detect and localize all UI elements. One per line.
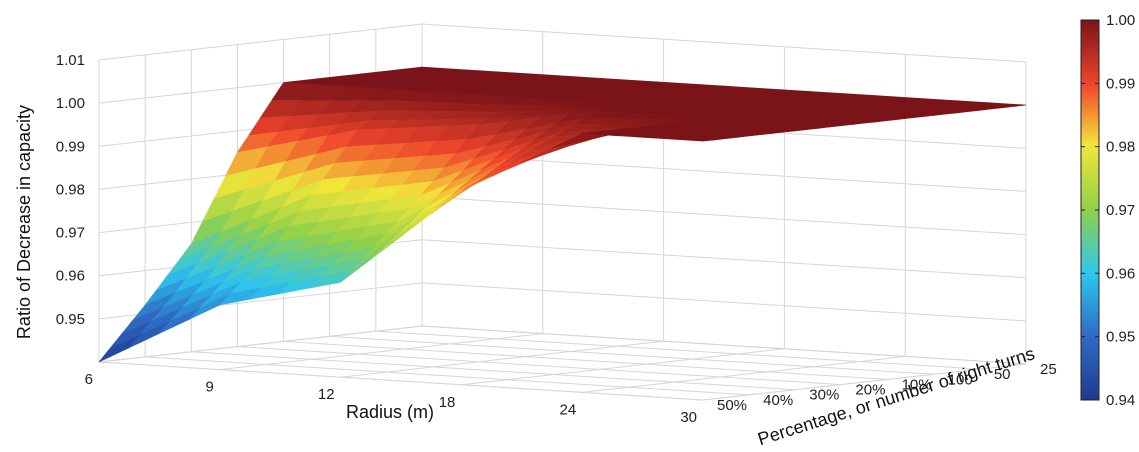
colorbar-tick-label: 0.99 xyxy=(1106,75,1135,92)
colorbar: 0.94 0.95 0.96 0.97 0.98 0.99 1.00 xyxy=(1080,12,1135,409)
surface-patch xyxy=(799,123,842,128)
z-axis-label: Ratio of Decrease in capacity xyxy=(14,105,34,339)
x-tick-label: 18 xyxy=(439,394,456,411)
z-tick-label: 1.00 xyxy=(56,95,85,112)
z-tick-label: 0.96 xyxy=(56,268,85,285)
z-tick-label: 0.99 xyxy=(56,138,85,155)
y-tick-label: 50% xyxy=(717,397,747,414)
z-tick-label: 1.01 xyxy=(56,52,85,69)
x-tick-label: 12 xyxy=(318,386,335,403)
surface-patch xyxy=(984,102,1027,107)
z-tick-label: 0.98 xyxy=(56,181,85,198)
x-tick-label: 24 xyxy=(560,401,577,418)
colorbar-tick-label: 0.96 xyxy=(1106,265,1135,282)
y-tick-label: 30% xyxy=(809,387,839,404)
surface-patch xyxy=(891,113,934,118)
x-tick-label: 30 xyxy=(680,409,697,426)
y-tick-label: 50 xyxy=(994,366,1011,383)
surface-patch xyxy=(938,108,980,112)
axis-ticks: 0.95 0.96 0.97 0.98 0.99 1.00 1.01 6 9 12 18 24 30 50… xyxy=(56,52,1057,426)
y-axis-label: Percentage, or number of right turns xyxy=(755,343,1037,449)
z-tick-label: 0.97 xyxy=(56,225,85,242)
z-tick-label: 0.95 xyxy=(56,311,85,328)
y-tick-label: 40% xyxy=(763,392,793,409)
y-tick-label: 10% xyxy=(902,376,932,393)
surface-patch xyxy=(707,133,750,138)
surface-patch xyxy=(845,118,888,123)
colorbar-tick-label: 1.00 xyxy=(1106,12,1135,29)
surface-mesh xyxy=(98,66,1027,363)
colorbar-tick-label: 0.97 xyxy=(1106,202,1135,219)
colorbar-tick-label: 0.98 xyxy=(1106,139,1135,156)
colorbar-tick-label: 0.94 xyxy=(1106,392,1135,409)
x-tick-label: 6 xyxy=(85,371,93,388)
y-tick-label: 25 xyxy=(1040,361,1057,378)
y-tick-label: 100 xyxy=(948,371,973,388)
y-tick-label: 20% xyxy=(855,382,885,399)
surface-patch xyxy=(753,128,796,133)
x-tick-label: 9 xyxy=(205,379,213,396)
x-axis-label: Radius (m) xyxy=(346,402,434,422)
colorbar-tick-label: 0.95 xyxy=(1106,329,1135,346)
